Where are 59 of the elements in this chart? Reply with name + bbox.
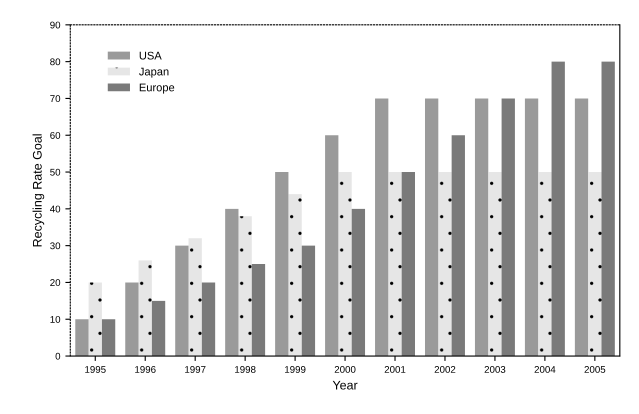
bar <box>352 208 366 356</box>
x-tick-label: 2002 <box>434 366 456 373</box>
bar <box>388 172 402 356</box>
y-tick-label: 90 <box>50 22 60 28</box>
bar <box>88 282 102 356</box>
x-tick-label: 2000 <box>334 366 356 373</box>
bar <box>275 172 288 356</box>
y-axis-title: Recycling Rate Goal <box>32 134 44 246</box>
x-tick-label: 1996 <box>135 366 156 373</box>
x-axis-title: Year <box>332 380 358 390</box>
x-tick-label: 1998 <box>235 366 256 373</box>
bar <box>574 98 588 356</box>
bar <box>438 172 452 356</box>
x-tick-label: 2005 <box>584 366 606 373</box>
bar <box>202 282 216 356</box>
bar <box>288 194 302 356</box>
bar <box>502 98 515 356</box>
legend-label: Europe <box>140 84 174 94</box>
bar <box>538 172 552 356</box>
y-tick-label: 50 <box>50 168 60 176</box>
bar <box>238 216 252 356</box>
bar <box>488 172 502 356</box>
y-tick-label: 80 <box>50 58 60 66</box>
bar <box>302 246 316 356</box>
legend-label: Japan <box>139 68 168 78</box>
bar <box>474 98 488 356</box>
bar <box>252 264 266 356</box>
bar <box>102 319 116 356</box>
bar <box>524 98 538 356</box>
bar <box>188 238 202 356</box>
bar <box>588 172 602 356</box>
bar <box>138 260 152 356</box>
x-tick-label: 1995 <box>85 366 106 373</box>
bar <box>602 62 615 356</box>
bar <box>75 319 89 356</box>
bar <box>424 98 438 356</box>
bar <box>338 172 352 356</box>
y-tick-label: 10 <box>50 316 60 323</box>
bar <box>325 135 338 356</box>
bar <box>225 208 238 356</box>
x-tick-label: 1999 <box>285 366 306 373</box>
x-tick-label: 2004 <box>534 366 556 373</box>
x-tick-label: 2001 <box>384 366 406 373</box>
y-tick-label: 20 <box>50 279 60 286</box>
y-tick-label: 0 <box>56 352 60 360</box>
y-tick-label: 40 <box>50 206 60 212</box>
x-tick-label: 1997 <box>185 366 206 373</box>
y-tick-label: 60 <box>50 132 60 139</box>
y-tick-label: 70 <box>50 95 60 102</box>
bar <box>452 135 465 356</box>
y-tick-label: 30 <box>50 242 60 250</box>
bar <box>125 282 139 356</box>
x-tick-label: 2003 <box>484 366 506 373</box>
bar <box>552 62 565 356</box>
bar <box>175 246 189 356</box>
bar <box>152 300 166 356</box>
bar <box>402 172 415 356</box>
bar <box>375 98 388 356</box>
legend-label: USA <box>140 52 162 60</box>
